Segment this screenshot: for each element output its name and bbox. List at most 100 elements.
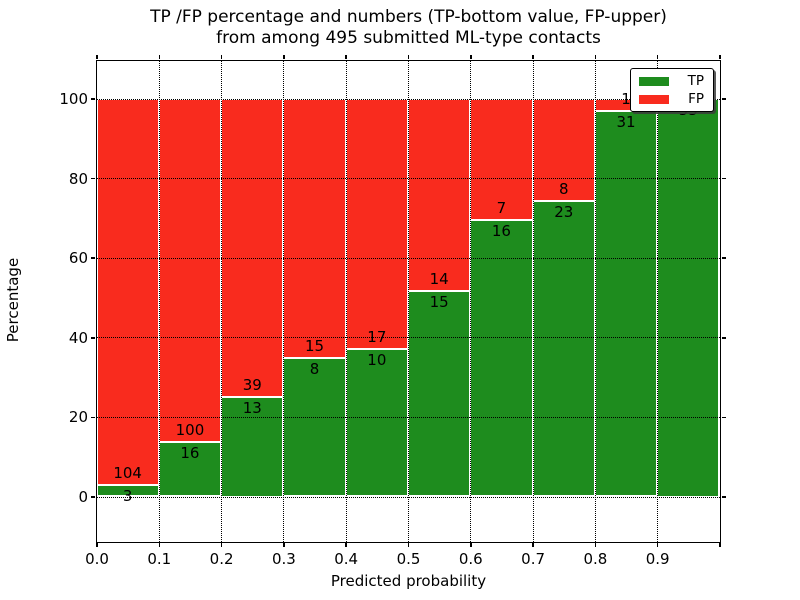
tp-count-label: 15 — [429, 292, 449, 311]
fp-count-label: 104 — [113, 464, 142, 483]
x-tick-mark — [220, 54, 223, 59]
y-tick-label: 0 — [78, 488, 88, 506]
v-gridline — [470, 60, 472, 542]
y-tick-mark — [91, 496, 95, 498]
tp-count-label: 3 — [122, 487, 133, 506]
bar-segment-tp — [283, 358, 346, 497]
x-tick-mark — [656, 543, 659, 547]
y-tick-mark — [91, 337, 95, 339]
bar-segment-tp — [158, 441, 222, 497]
x-tick-label: 0.3 — [271, 550, 296, 568]
v-gridline — [657, 60, 659, 542]
x-tick-mark — [470, 543, 472, 547]
y-tick-mark — [721, 496, 726, 498]
x-axis-label: Predicted probability — [330, 572, 487, 590]
bar-segment-fp — [345, 98, 408, 350]
fp-count-label: 100 — [175, 420, 205, 439]
y-tick-mark — [721, 98, 726, 100]
bar-segment-tp — [532, 201, 595, 497]
bar-segment-fp — [532, 98, 595, 202]
x-tick-mark — [532, 543, 534, 547]
fp-color-swatch — [639, 94, 669, 104]
x-tick-mark — [96, 54, 98, 59]
chart-title-line2: from among 495 submitted ML-type contact… — [216, 28, 601, 48]
tp-count-label: 16 — [180, 443, 200, 462]
v-gridline — [532, 60, 534, 542]
fp-count-label: 15 — [304, 337, 325, 356]
fp-count-label: 8 — [558, 180, 569, 199]
tp-count-label: 13 — [242, 399, 262, 417]
y-tick-mark — [91, 257, 95, 259]
x-tick-mark — [470, 54, 472, 59]
legend-item-fp: FP — [639, 91, 704, 107]
x-tick-label: 0.8 — [583, 550, 608, 568]
bar-segment-tp — [657, 98, 720, 497]
bar-segment-tp — [96, 485, 159, 497]
bar-segment-fp — [408, 98, 471, 291]
x-tick-mark — [345, 543, 347, 547]
tp-count-label: 16 — [491, 221, 511, 240]
x-tick-mark — [656, 54, 659, 59]
bar-segment-fp — [283, 98, 346, 359]
legend-label-tp: TP — [687, 73, 704, 89]
v-gridline — [594, 60, 596, 542]
fp-count-label: 1 — [621, 89, 631, 108]
bar-segment-fp — [158, 98, 222, 442]
v-gridline — [345, 60, 347, 542]
bar-segment-tp — [594, 110, 658, 497]
v-gridline — [158, 60, 160, 542]
tp-count-label: 31 — [616, 112, 636, 131]
x-tick-label: 0.7 — [521, 550, 546, 568]
x-tick-mark — [594, 54, 597, 59]
y-tick-label: 100 — [59, 90, 88, 108]
x-tick-mark — [283, 54, 285, 59]
chart-title: TP /FP percentage and numbers (TP-bottom… — [97, 7, 720, 49]
v-gridline — [283, 60, 285, 542]
fp-count-label: 7 — [496, 198, 507, 217]
x-tick-mark — [220, 543, 223, 547]
fp-count-label: 14 — [429, 269, 449, 288]
fp-count-label: 17 — [367, 328, 387, 347]
legend-item-tp: TP — [639, 73, 704, 89]
y-tick-label: 40 — [68, 328, 88, 347]
x-tick-label: 0.2 — [209, 550, 234, 568]
v-gridline — [221, 60, 223, 542]
y-tick-mark — [91, 177, 95, 180]
y-tick-mark — [721, 257, 726, 259]
bar-segment-tp — [408, 290, 471, 497]
y-tick-label: 60 — [68, 249, 88, 268]
fp-count-label: 39 — [242, 376, 262, 394]
x-tick-mark — [345, 54, 347, 59]
legend: TP FP — [630, 68, 714, 112]
x-tick-mark — [532, 54, 534, 59]
tp-color-swatch — [639, 76, 669, 86]
x-tick-mark — [158, 54, 161, 59]
plot-area: 104310016391315817101415716823131055 — [95, 59, 721, 543]
legend-label-fp: FP — [688, 91, 704, 107]
y-tick-mark — [721, 177, 726, 180]
y-tick-label: 20 — [68, 408, 88, 427]
x-tick-mark — [283, 543, 285, 547]
x-tick-label: 0.0 — [85, 550, 109, 568]
x-tick-mark — [594, 543, 597, 547]
bar-segment-fp — [221, 98, 284, 397]
y-tick-mark — [91, 98, 95, 100]
x-tick-mark — [719, 543, 721, 547]
y-tick-label: 80 — [68, 169, 88, 188]
chart-title-line1: TP /FP percentage and numbers (TP-bottom… — [150, 7, 667, 27]
x-tick-label: 0.6 — [458, 550, 483, 568]
bar-segment-tp — [470, 219, 533, 497]
y-tick-mark — [721, 337, 726, 339]
y-tick-mark — [721, 416, 726, 419]
x-tick-label: 0.4 — [334, 550, 359, 568]
v-gridline — [408, 60, 409, 542]
tp-count-label: 10 — [367, 351, 387, 370]
x-tick-mark — [158, 543, 161, 547]
x-tick-label: 0.1 — [147, 550, 172, 568]
y-axis-label: Percentage — [4, 257, 22, 343]
x-tick-mark — [96, 543, 98, 547]
x-tick-mark — [407, 543, 410, 547]
x-tick-mark — [719, 54, 721, 59]
tp-count-label: 8 — [309, 360, 320, 379]
